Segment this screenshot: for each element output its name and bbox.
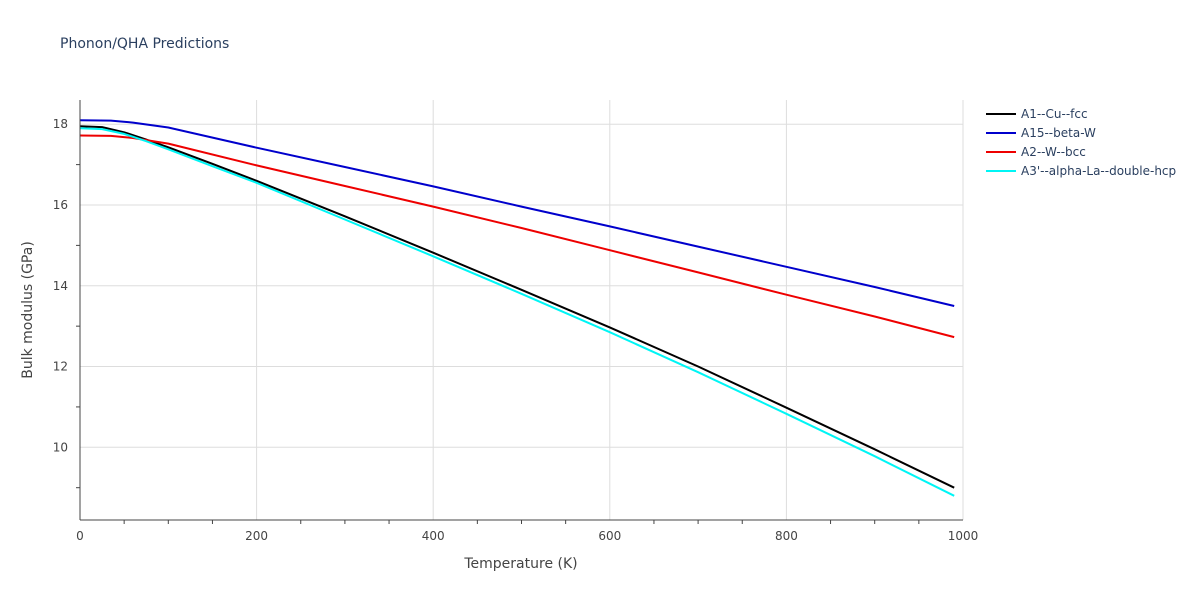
legend: A1--Cu--fcc A15--beta-W A2--W--bcc A3'--alp… bbox=[986, 107, 1176, 178]
axis-layer: 0 200 400 600 800 1000 10 12 14 16 18 bbox=[53, 100, 979, 543]
x-tick-label: 600 bbox=[598, 529, 621, 543]
y-tick-label: 10 bbox=[53, 440, 68, 454]
chart-title: Phonon/QHA Predictions bbox=[60, 36, 230, 52]
series-line-2 bbox=[79, 134, 955, 339]
x-tick-label: 800 bbox=[775, 529, 798, 543]
y-tick-label: 12 bbox=[53, 360, 68, 374]
x-tick-label: 0 bbox=[76, 529, 84, 543]
y-axis-title: Bulk modulus (GPa) bbox=[20, 241, 36, 379]
y-tick-label: 16 bbox=[53, 198, 68, 212]
x-tick-label: 1000 bbox=[948, 529, 979, 543]
y-tick-label: 14 bbox=[53, 279, 68, 293]
grid-layer bbox=[80, 100, 964, 520]
legend-label-1: A15--beta-W bbox=[1021, 126, 1096, 140]
y-tick-label: 18 bbox=[53, 117, 68, 131]
x-tick-label: 400 bbox=[422, 529, 445, 543]
legend-label-3: A3'--alpha-La--double-hcp bbox=[1021, 164, 1176, 178]
series-line-3 bbox=[79, 127, 955, 497]
x-tick-label: 200 bbox=[245, 529, 268, 543]
series-line-1 bbox=[79, 119, 955, 307]
x-axis-title: Temperature (K) bbox=[463, 556, 577, 572]
series-line-0 bbox=[79, 125, 955, 489]
legend-label-2: A2--W--bcc bbox=[1021, 145, 1086, 159]
legend-label-0: A1--Cu--fcc bbox=[1021, 107, 1088, 121]
series-layer bbox=[79, 119, 955, 497]
